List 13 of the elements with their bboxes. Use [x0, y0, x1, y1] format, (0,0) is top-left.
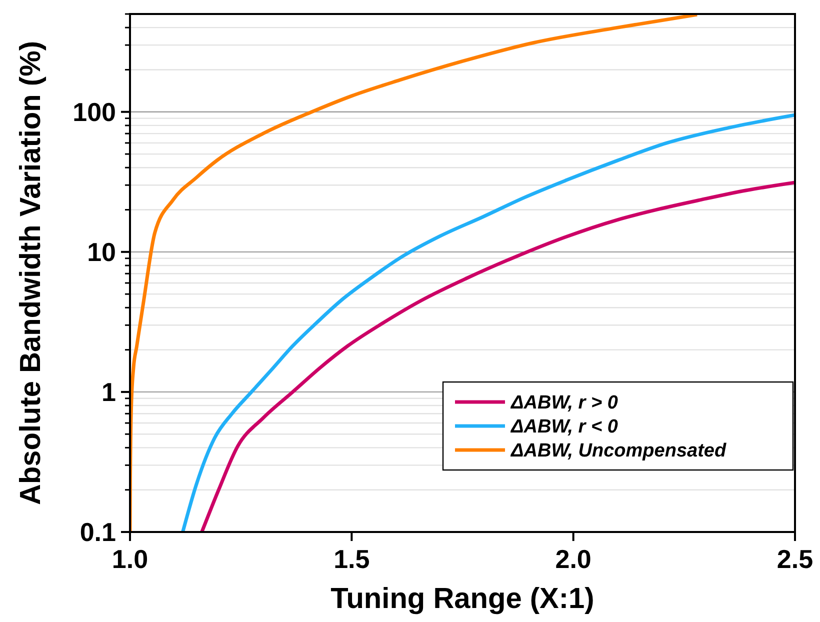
x-tick-label: 2.0 — [555, 544, 592, 574]
y-axis-title: Absolute Bandwidth Variation (%) — [15, 40, 47, 506]
line-series — [200, 180, 795, 532]
legend-label: ΔABW, r < 0 — [510, 416, 618, 438]
y-tick-label: 1 — [102, 377, 116, 408]
y-tick-label: 100 — [72, 96, 116, 127]
legend-label: ΔABW, Uncompensated — [510, 440, 726, 462]
line-series — [181, 113, 795, 532]
y-tick-label: 10 — [87, 237, 116, 268]
x-tick-label: 2.5 — [776, 544, 814, 574]
x-axis-title: Tuning Range (X:1) — [330, 583, 594, 615]
legend-label: ΔABW, r > 0 — [510, 392, 618, 414]
x-tick-label: 1.5 — [334, 544, 370, 574]
